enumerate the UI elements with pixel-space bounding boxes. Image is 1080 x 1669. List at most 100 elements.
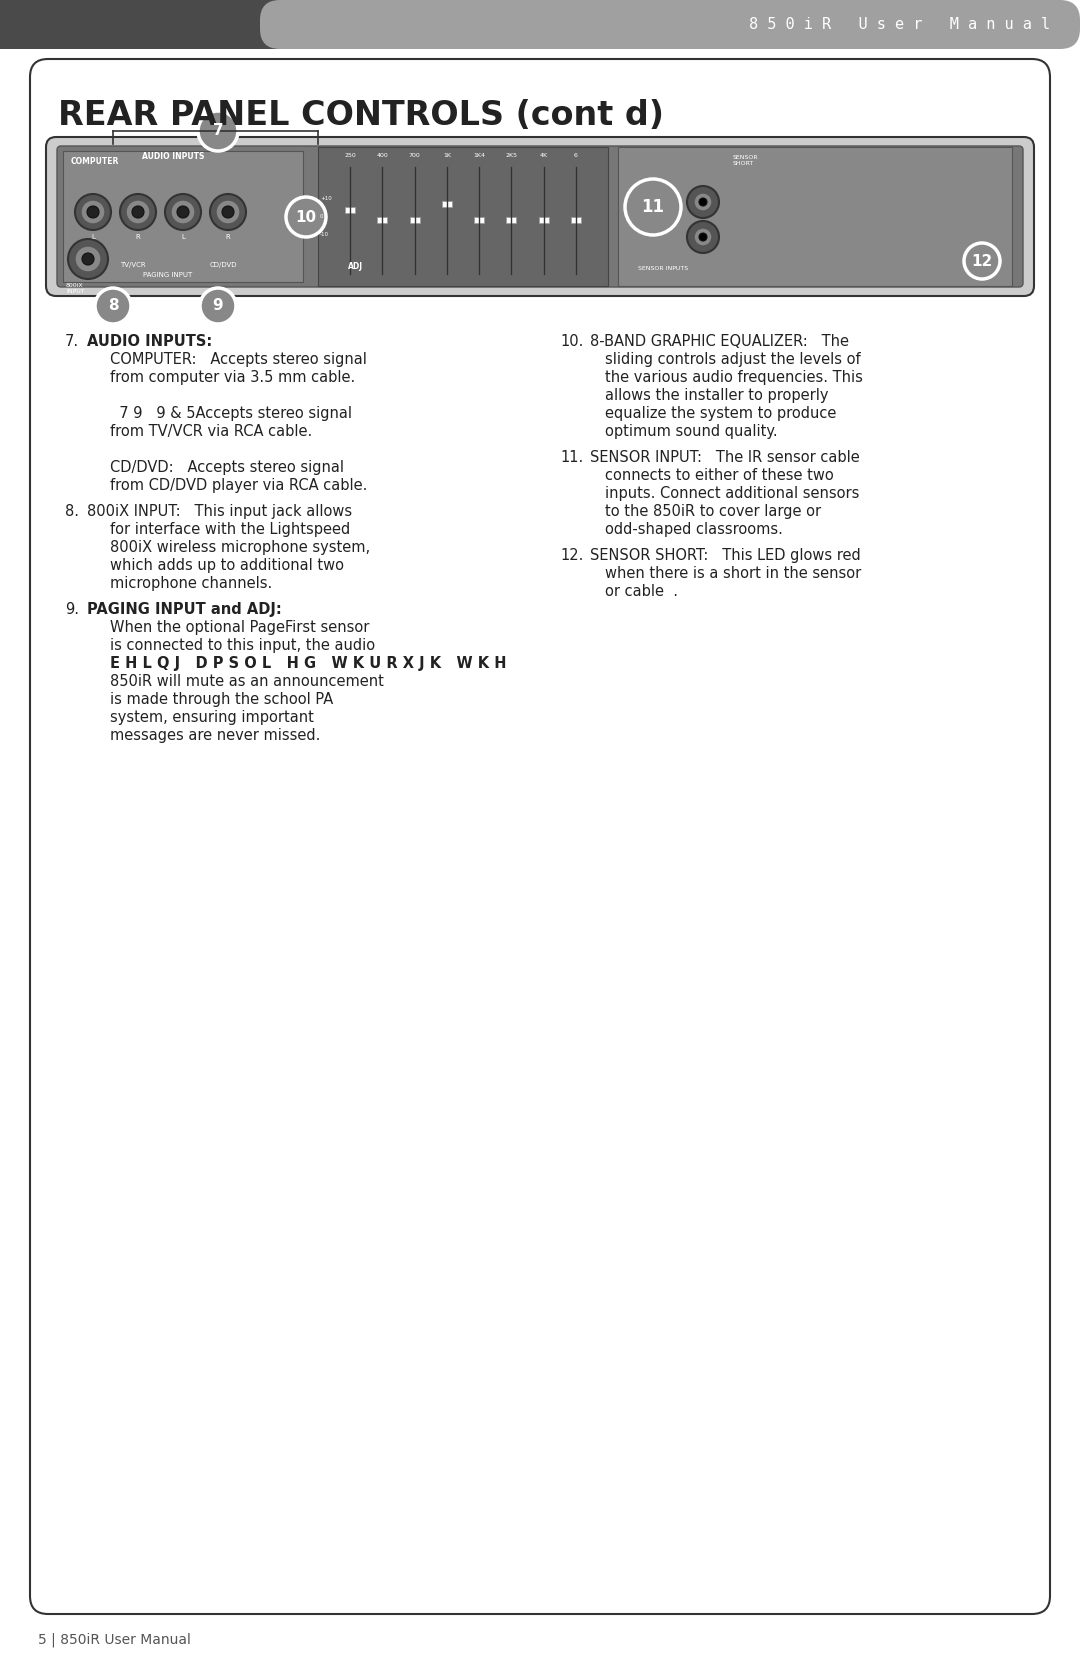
Circle shape — [132, 205, 144, 219]
Text: COMPUTER: COMPUTER — [71, 157, 120, 165]
Text: inputs. Connect additional sensors: inputs. Connect additional sensors — [605, 486, 860, 501]
Bar — [570, 217, 581, 224]
Text: from CD/DVD player via RCA cable.: from CD/DVD player via RCA cable. — [110, 477, 367, 492]
Text: optimum sound quality.: optimum sound quality. — [605, 424, 778, 439]
Text: When the optional PageFirst sensor: When the optional PageFirst sensor — [110, 619, 369, 634]
FancyBboxPatch shape — [57, 145, 1023, 287]
Circle shape — [210, 194, 246, 230]
Circle shape — [177, 205, 189, 219]
FancyBboxPatch shape — [0, 0, 310, 48]
Circle shape — [171, 200, 195, 224]
Text: AUDIO INPUTS:: AUDIO INPUTS: — [87, 334, 213, 349]
Text: 8 5 0 i R   U s e r   M a n u a l: 8 5 0 i R U s e r M a n u a l — [748, 17, 1050, 32]
Text: messages are never missed.: messages are never missed. — [110, 728, 321, 743]
Circle shape — [964, 244, 1000, 279]
Text: microphone channels.: microphone channels. — [110, 576, 272, 591]
Text: connects to either of these two: connects to either of these two — [605, 467, 834, 482]
Text: 400: 400 — [377, 154, 389, 159]
Text: TV/VCR: TV/VCR — [120, 262, 146, 269]
Text: 11: 11 — [642, 199, 664, 215]
Text: 2K5: 2K5 — [505, 154, 517, 159]
Circle shape — [687, 185, 719, 219]
Circle shape — [699, 234, 707, 240]
Circle shape — [68, 239, 108, 279]
Text: 250: 250 — [345, 154, 356, 159]
FancyBboxPatch shape — [46, 137, 1034, 295]
Text: 11.: 11. — [561, 451, 583, 466]
Text: to the 850iR to cover large or: to the 850iR to cover large or — [605, 504, 821, 519]
Text: SENSOR
SHORT: SENSOR SHORT — [733, 155, 758, 165]
Circle shape — [694, 194, 712, 210]
Text: or cable  .: or cable . — [605, 584, 678, 599]
Text: 7 9   9 & 5Accepts stereo signal: 7 9 9 & 5Accepts stereo signal — [110, 406, 352, 421]
Bar — [474, 217, 484, 224]
Text: odd-shaped classrooms.: odd-shaped classrooms. — [605, 522, 783, 537]
Circle shape — [82, 254, 94, 265]
Circle shape — [75, 245, 102, 272]
Bar — [377, 217, 388, 224]
Text: -10: -10 — [320, 232, 329, 237]
Text: 800iX INPUT:   This input jack allows: 800iX INPUT: This input jack allows — [87, 504, 352, 519]
Text: 800iX wireless microphone system,: 800iX wireless microphone system, — [110, 541, 370, 556]
Text: 0: 0 — [320, 215, 324, 220]
Text: 9.: 9. — [65, 603, 79, 618]
Text: 5 | 850iR User Manual: 5 | 850iR User Manual — [38, 1632, 191, 1647]
Circle shape — [165, 194, 201, 230]
Text: 8-BAND GRAPHIC EQUALIZER:   The: 8-BAND GRAPHIC EQUALIZER: The — [590, 334, 849, 349]
FancyBboxPatch shape — [30, 58, 1050, 1614]
Text: 4K: 4K — [540, 154, 548, 159]
Circle shape — [200, 289, 237, 324]
Text: from TV/VCR via RCA cable.: from TV/VCR via RCA cable. — [110, 424, 312, 439]
Text: 12.: 12. — [561, 547, 583, 562]
Circle shape — [694, 229, 712, 245]
Text: ADJ: ADJ — [348, 262, 363, 270]
Circle shape — [699, 199, 707, 205]
Bar — [442, 202, 451, 207]
FancyBboxPatch shape — [618, 147, 1012, 285]
Circle shape — [286, 197, 326, 237]
Text: for interface with the Lightspeed: for interface with the Lightspeed — [110, 522, 350, 537]
Text: 8: 8 — [108, 299, 119, 314]
Text: E H L Q J   D P S O L   H G   W K U R X J K   W K H: E H L Q J D P S O L H G W K U R X J K W … — [110, 656, 507, 671]
Text: is made through the school PA: is made through the school PA — [110, 693, 334, 708]
Text: REAR PANEL CONTROLS (cont d): REAR PANEL CONTROLS (cont d) — [58, 98, 664, 132]
Text: from computer via 3.5 mm cable.: from computer via 3.5 mm cable. — [110, 371, 355, 386]
Circle shape — [87, 205, 99, 219]
Bar — [507, 217, 516, 224]
Text: 6: 6 — [573, 154, 578, 159]
Circle shape — [222, 205, 234, 219]
Circle shape — [126, 200, 150, 224]
Text: 9: 9 — [213, 299, 224, 314]
Circle shape — [625, 179, 681, 235]
FancyBboxPatch shape — [318, 147, 608, 285]
Circle shape — [216, 200, 240, 224]
Circle shape — [81, 200, 105, 224]
Text: R: R — [226, 234, 230, 240]
Text: when there is a short in the sensor: when there is a short in the sensor — [605, 566, 861, 581]
Text: 8.: 8. — [65, 504, 79, 519]
Text: allows the installer to properly: allows the installer to properly — [605, 387, 828, 402]
Text: L: L — [91, 234, 95, 240]
Text: 1K: 1K — [443, 154, 450, 159]
Text: PAGING INPUT: PAGING INPUT — [144, 272, 192, 279]
Text: 800iX
INPUT: 800iX INPUT — [66, 284, 84, 294]
Bar — [409, 217, 420, 224]
Text: 850iR will mute as an announcement: 850iR will mute as an announcement — [110, 674, 383, 689]
Text: system, ensuring important: system, ensuring important — [110, 709, 314, 724]
Text: COMPUTER:   Accepts stereo signal: COMPUTER: Accepts stereo signal — [110, 352, 367, 367]
Text: the various audio frequencies. This: the various audio frequencies. This — [605, 371, 863, 386]
Bar — [346, 207, 355, 214]
Text: SENSOR SHORT:   This LED glows red: SENSOR SHORT: This LED glows red — [590, 547, 861, 562]
Text: CD/DVD: CD/DVD — [210, 262, 237, 269]
FancyBboxPatch shape — [63, 150, 303, 282]
Text: CD/DVD:   Accepts stereo signal: CD/DVD: Accepts stereo signal — [110, 461, 345, 476]
Text: SENSOR INPUT:   The IR sensor cable: SENSOR INPUT: The IR sensor cable — [590, 451, 860, 466]
Text: R: R — [136, 234, 140, 240]
Circle shape — [75, 194, 111, 230]
Text: 12: 12 — [971, 254, 993, 269]
Text: SENSOR INPUTS: SENSOR INPUTS — [638, 265, 688, 270]
Text: AUDIO INPUTS: AUDIO INPUTS — [141, 152, 204, 160]
Text: which adds up to additional two: which adds up to additional two — [110, 557, 345, 572]
Text: +10: +10 — [320, 197, 332, 202]
FancyBboxPatch shape — [260, 0, 1080, 48]
